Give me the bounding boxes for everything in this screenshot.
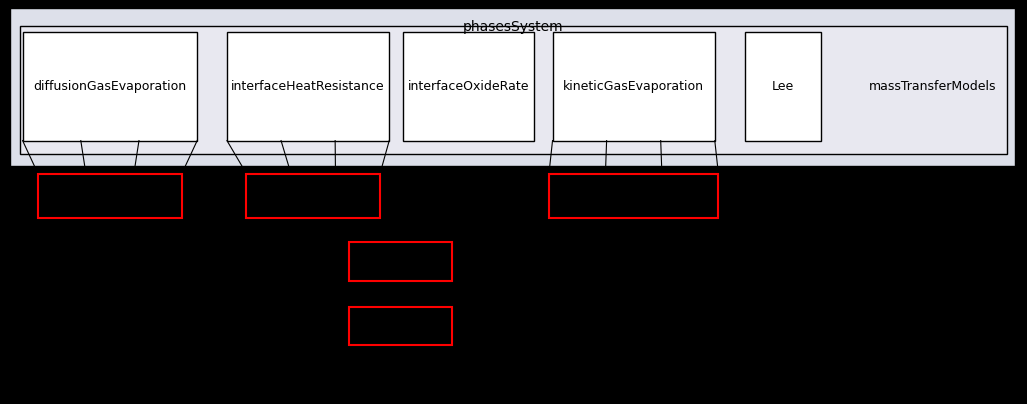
Text: Lee: Lee bbox=[771, 80, 794, 93]
Text: kineticGasEvaporation: kineticGasEvaporation bbox=[563, 80, 705, 93]
FancyBboxPatch shape bbox=[38, 174, 182, 218]
FancyBboxPatch shape bbox=[745, 32, 821, 141]
FancyBboxPatch shape bbox=[403, 32, 534, 141]
FancyBboxPatch shape bbox=[20, 26, 1007, 154]
FancyBboxPatch shape bbox=[246, 174, 380, 218]
FancyBboxPatch shape bbox=[349, 242, 452, 281]
Text: interfaceHeatResistance: interfaceHeatResistance bbox=[231, 80, 385, 93]
Text: massTransferModels: massTransferModels bbox=[869, 80, 996, 93]
FancyBboxPatch shape bbox=[349, 307, 452, 345]
FancyBboxPatch shape bbox=[227, 32, 389, 141]
Text: diffusionGasEvaporation: diffusionGasEvaporation bbox=[33, 80, 187, 93]
FancyBboxPatch shape bbox=[10, 8, 1015, 166]
FancyBboxPatch shape bbox=[549, 174, 719, 218]
FancyBboxPatch shape bbox=[23, 32, 197, 141]
FancyBboxPatch shape bbox=[553, 32, 715, 141]
Text: interfaceOxideRate: interfaceOxideRate bbox=[408, 80, 529, 93]
Text: phasesSystem: phasesSystem bbox=[463, 20, 564, 34]
